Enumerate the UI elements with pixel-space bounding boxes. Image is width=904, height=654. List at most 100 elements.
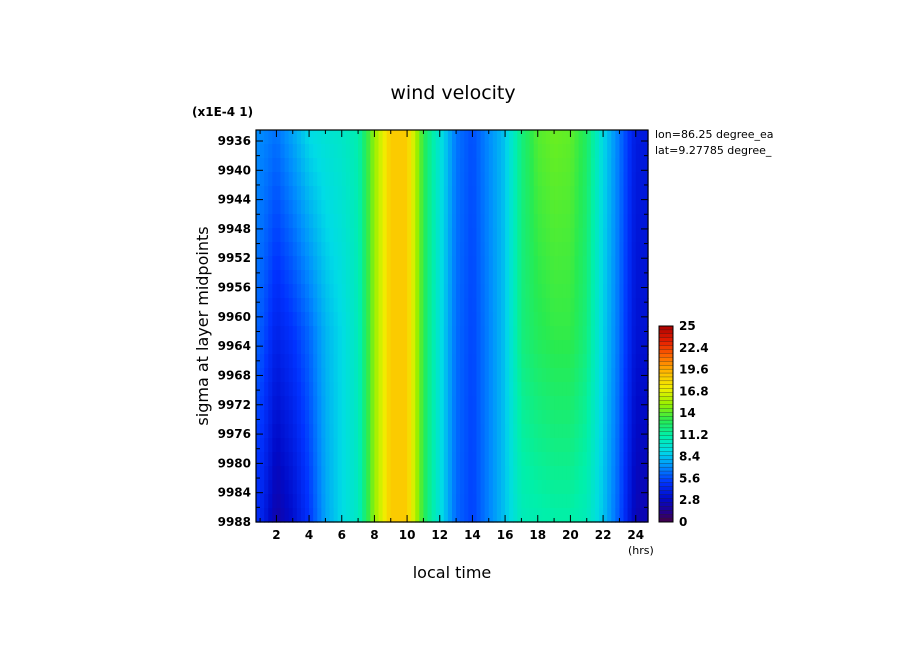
heatmap-cell [554,312,559,327]
heatmap-cell [492,200,498,215]
heatmap-cell [619,424,625,439]
heatmap-cell [558,172,563,187]
heatmap-cell [611,242,616,257]
heatmap-cell [329,242,335,257]
heatmap-cell [415,298,420,313]
heatmap-cell [256,452,261,467]
heatmap-cell [386,452,392,467]
heatmap-cell [313,494,318,509]
heatmap-cell [435,270,441,285]
heatmap-cell [643,270,649,285]
heatmap-cell [403,438,408,453]
heatmap-cell [362,354,367,369]
heatmap-cell [329,228,335,243]
heatmap-cell [566,130,572,145]
heatmap-cell [623,214,629,229]
heatmap-cell [607,256,612,271]
heatmap-cell [574,186,580,201]
heatmap-cell [599,340,604,355]
heatmap-cell [292,354,298,369]
heatmap-cell [639,214,645,229]
heatmap-cell [594,270,600,285]
heatmap-cell [407,438,412,453]
heatmap-cell [525,228,531,243]
heatmap-cell [300,466,306,481]
heatmap-cell [570,200,576,215]
heatmap-cell [525,354,531,369]
heatmap-cell [431,284,437,299]
heatmap-cell [447,480,453,495]
heatmap-cell [627,438,633,453]
heatmap-cell [607,200,612,215]
heatmap-cell [460,172,465,187]
heatmap-cell [566,410,572,425]
heatmap-cell [333,270,339,285]
heatmap-cell [423,410,429,425]
heatmap-cell [309,326,314,341]
heatmap-cell [386,270,392,285]
heatmap-cell [374,452,380,467]
heatmap-cell [635,340,641,355]
heatmap-cell [619,410,625,425]
heatmap-cell [578,382,584,397]
heatmap-cell [599,214,604,229]
heatmap-cell [374,410,380,425]
heatmap-cell [537,396,543,411]
heatmap-cell [574,326,580,341]
heatmap-cell [464,172,469,187]
x-axis-label: local time [413,563,492,582]
heatmap-cell [431,242,437,257]
heatmap-cell [390,494,396,509]
heatmap-cell [517,508,523,523]
heatmap-cell [362,130,367,145]
heatmap-cell [562,396,567,411]
heatmap-cell [615,466,621,481]
heatmap-cell [496,158,502,173]
heatmap-cell [403,326,408,341]
heatmap-cell [443,424,449,439]
heatmap-cell [305,214,310,229]
heatmap-cell [464,368,469,383]
heatmap-cell [468,144,474,159]
heatmap-cell [480,214,486,229]
heatmap-cell [390,368,396,383]
heatmap-cell [390,312,396,327]
heatmap-cell [635,396,641,411]
heatmap-cell [329,256,335,271]
heatmap-cell [427,130,433,145]
heatmap-cell [431,354,437,369]
heatmap-cell [300,452,306,467]
heatmap-cell [256,130,261,145]
heatmap-cell [288,130,294,145]
heatmap-cell [582,424,588,439]
heatmap-cell [305,172,310,187]
heatmap-cell [345,480,351,495]
heatmap-cell [570,494,576,509]
heatmap-cell [607,270,612,285]
heatmap-cell [505,158,510,173]
heatmap-cell [501,172,506,187]
heatmap-cell [341,438,347,453]
heatmap-cell [427,186,433,201]
heatmap-cell [554,424,559,439]
heatmap-cell [439,172,445,187]
y-tick-label: 9948 [218,222,251,236]
heatmap-cell [615,340,621,355]
x-axis: 2 4 6 8 10 12 14 16 18 20 22 24 [259,130,644,542]
heatmap-cell [586,242,592,257]
heatmap-cell [541,340,547,355]
heatmap-cell [354,480,359,495]
heatmap-cell [337,312,343,327]
heatmap-cell [521,340,527,355]
heatmap-cell [545,452,551,467]
heatmap-cell [643,424,649,439]
heatmap-cell [296,354,302,369]
heatmap-cell [260,410,265,425]
heatmap-cell [517,326,523,341]
heatmap-cell [586,354,592,369]
heatmap-cell [411,396,416,411]
heatmap-cell [317,494,322,509]
heatmap-cell [419,228,425,243]
heatmap-cell [550,466,555,481]
heatmap-cell [586,256,592,271]
